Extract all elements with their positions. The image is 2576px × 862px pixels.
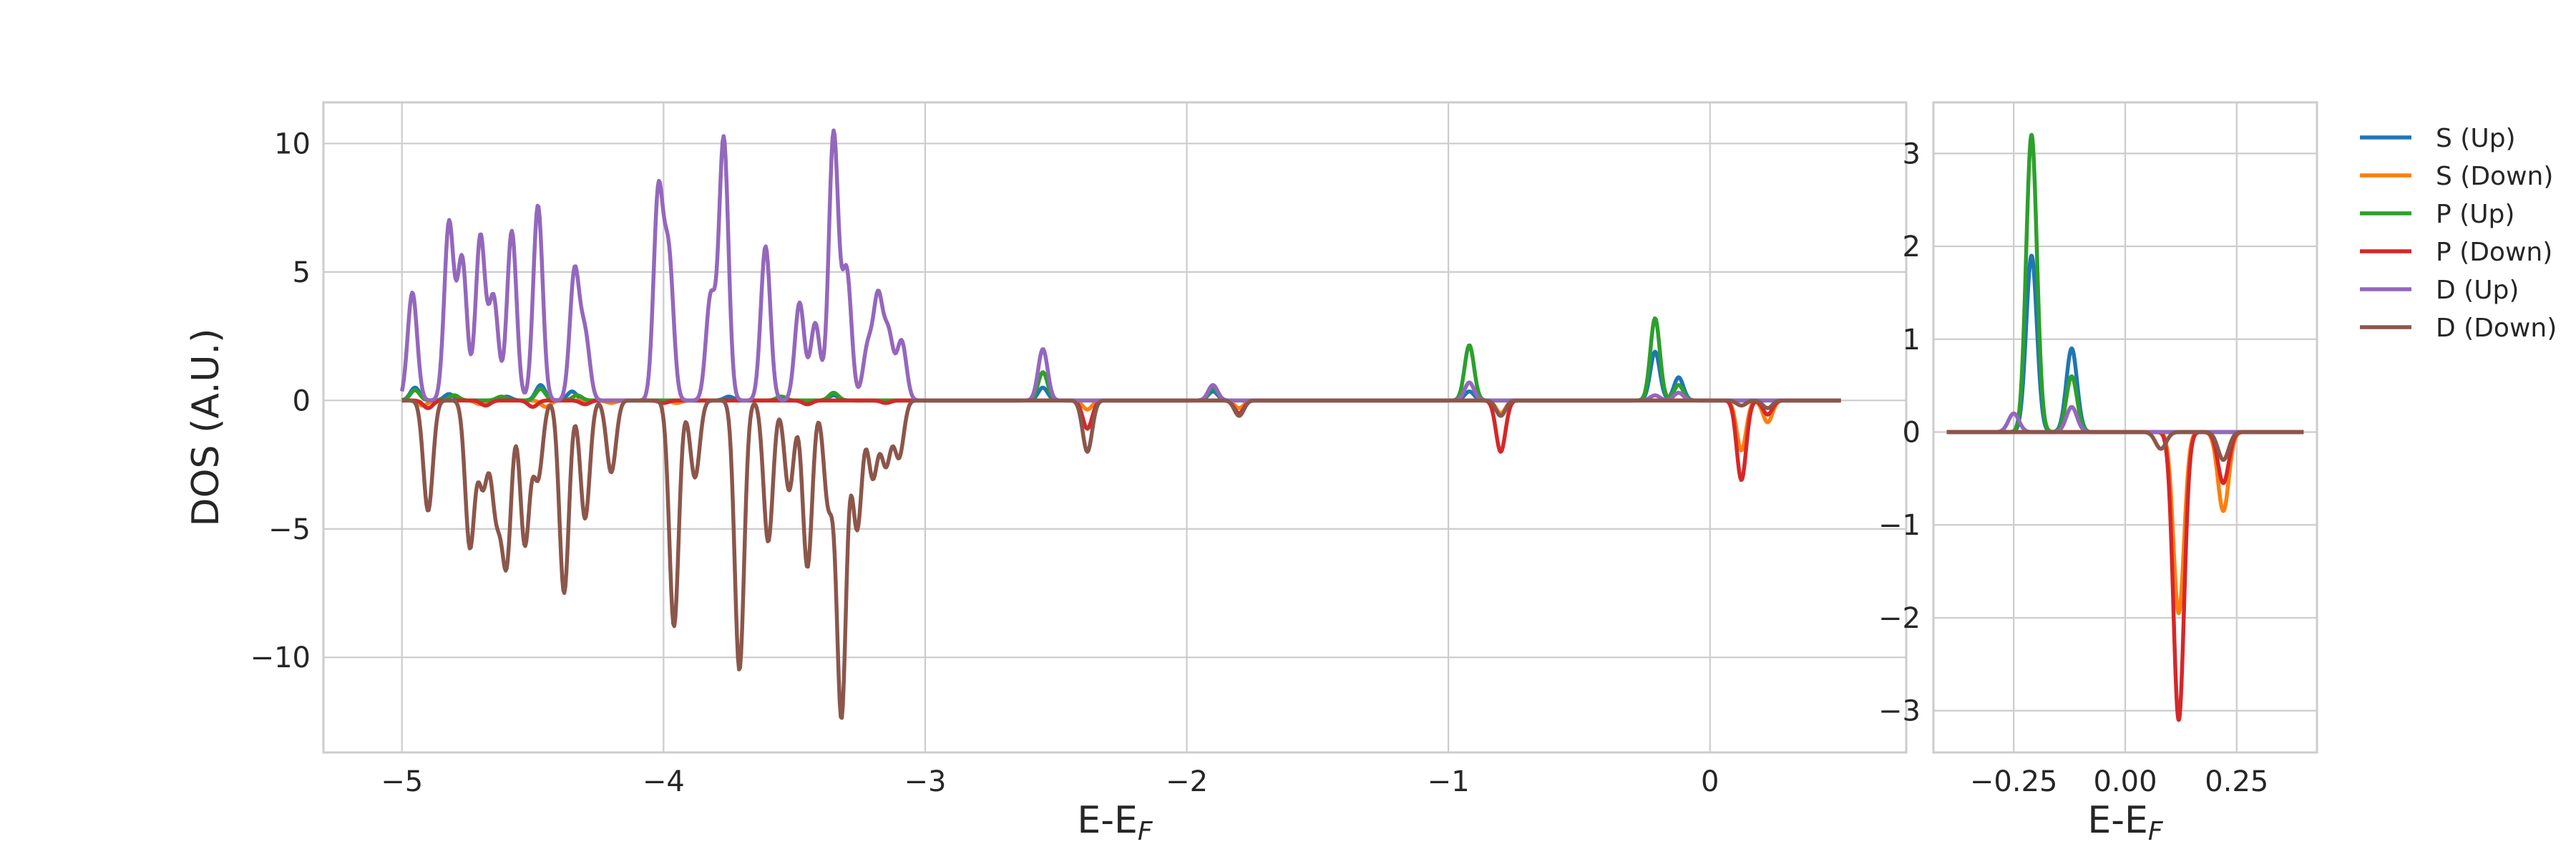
zoom-dos-panel: −0.25 0.00 0.25 −3 −2 −1 0 1 2 3 E-EF xyxy=(1878,101,2318,846)
legend: S (Up) S (Down) P (Up) P (Down) D (Up) D (Dow… xyxy=(2360,124,2557,343)
main-y-tick-label: 10 xyxy=(274,127,311,160)
main-y-tick-label: −10 xyxy=(250,641,311,674)
zoom-series-line-d-down xyxy=(1945,430,2306,463)
main-x-tick-label: −3 xyxy=(904,765,946,798)
legend-label: S (Down) xyxy=(2436,162,2553,191)
zoom-y-tick-label: 3 xyxy=(1903,137,1921,170)
main-y-tick-label: 5 xyxy=(293,256,311,289)
zoom-axes-frame xyxy=(1932,101,2318,754)
main-y-tick-label: 0 xyxy=(293,384,311,417)
main-axes-frame xyxy=(322,101,1908,754)
legend-label: S (Up) xyxy=(2436,124,2516,153)
main-series-line-s-up xyxy=(401,349,1842,403)
main-series-line-p-up xyxy=(401,316,1842,403)
main-x-tick-label: −5 xyxy=(381,765,423,798)
legend-label: D (Down) xyxy=(2436,314,2557,343)
main-series-line-d-up xyxy=(399,128,1842,403)
zoom-y-tick-label: 0 xyxy=(1903,416,1921,449)
zoom-y-tick-label: −2 xyxy=(1878,602,1921,635)
main-x-tick-label: −4 xyxy=(643,765,685,798)
main-y-axis-label: DOS (A.U.) xyxy=(185,329,228,527)
main-x-axis-label: E-EF xyxy=(1077,799,1153,846)
main-x-tick-label: −1 xyxy=(1428,765,1470,798)
zoom-y-tick-label: 1 xyxy=(1903,324,1921,357)
main-y-tick-label: −5 xyxy=(268,513,311,546)
main-x-tick-label: −2 xyxy=(1166,765,1208,798)
zoom-y-tick-label: 2 xyxy=(1903,231,1921,263)
legend-label: D (Up) xyxy=(2436,276,2519,305)
zoom-x-tick-label: 0.25 xyxy=(2205,765,2268,798)
zoom-y-tick-label: −3 xyxy=(1878,695,1921,728)
main-series-line-d-down xyxy=(401,398,1842,720)
zoom-y-tick-label: −1 xyxy=(1878,509,1921,542)
zoom-x-axis-label: E-EF xyxy=(2087,799,2163,846)
legend-label: P (Up) xyxy=(2436,200,2514,229)
zoom-x-tick-label: 0.00 xyxy=(2093,765,2157,798)
main-x-tick-label: 0 xyxy=(1701,765,1719,798)
legend-label: P (Down) xyxy=(2436,238,2552,267)
zoom-x-tick-label: −0.25 xyxy=(1970,765,2058,798)
